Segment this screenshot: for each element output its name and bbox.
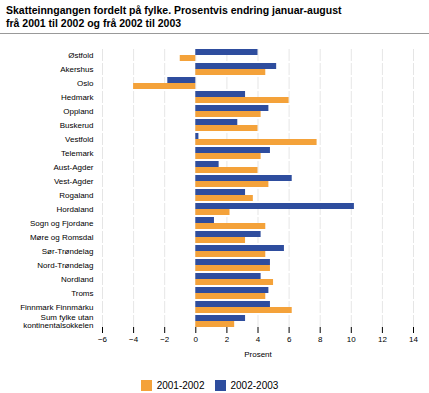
svg-text:Prosent: Prosent <box>244 350 272 359</box>
svg-text:Telemark: Telemark <box>61 149 94 158</box>
svg-text:Vestfold: Vestfold <box>65 135 93 144</box>
svg-text:Møre og Romsdal: Møre og Romsdal <box>30 233 94 242</box>
svg-text:Finnmark Finnmárku: Finnmark Finnmárku <box>20 303 93 312</box>
html-text:2002-2003: 2002-2003 <box>230 380 279 391</box>
html-text:Skatteinngangen fordelt på fyl: Skatteinngangen fordelt på fylke. Prosen… <box>6 4 342 16</box>
svg-text:Oppland: Oppland <box>63 107 93 116</box>
svg-text:0: 0 <box>194 335 199 344</box>
svg-text:−6: −6 <box>98 335 108 344</box>
svg-text:4: 4 <box>256 335 261 344</box>
svg-text:Østfold: Østfold <box>68 51 93 60</box>
svg-text:Hedmark: Hedmark <box>61 93 94 102</box>
html-text:2001-2002: 2001-2002 <box>156 380 205 391</box>
svg-text:Sum fylke utankontinentalsokke: Sum fylke utankontinentalsokkelen <box>23 313 93 330</box>
svg-text:10: 10 <box>347 335 356 344</box>
svg-text:Troms: Troms <box>71 289 93 298</box>
svg-text:Vest-Agder: Vest-Agder <box>54 177 94 186</box>
svg-text:Akershus: Akershus <box>60 65 93 74</box>
svg-text:Nordland: Nordland <box>61 275 93 284</box>
svg-text:2: 2 <box>225 335 230 344</box>
svg-text:Aust-Agder: Aust-Agder <box>53 163 93 172</box>
svg-text:8: 8 <box>318 335 323 344</box>
svg-text:12: 12 <box>378 335 387 344</box>
html-text:frå 2001 til 2002 og frå 2002: frå 2001 til 2002 og frå 2002 til 2003 <box>6 17 182 29</box>
svg-text:Oslo: Oslo <box>77 79 94 88</box>
svg-text:Buskerud: Buskerud <box>60 121 94 130</box>
svg-text:−4: −4 <box>129 335 139 344</box>
svg-text:14: 14 <box>409 335 418 344</box>
svg-text:Sogn og Fjordane: Sogn og Fjordane <box>30 219 94 228</box>
svg-text:6: 6 <box>287 335 292 344</box>
svg-text:Rogaland: Rogaland <box>59 191 93 200</box>
svg-text:−2: −2 <box>160 335 170 344</box>
svg-text:Sør-Trøndelag: Sør-Trøndelag <box>42 247 94 256</box>
svg-text:Nord-Trøndelag: Nord-Trøndelag <box>37 261 93 270</box>
svg-text:Hordaland: Hordaland <box>57 205 94 214</box>
